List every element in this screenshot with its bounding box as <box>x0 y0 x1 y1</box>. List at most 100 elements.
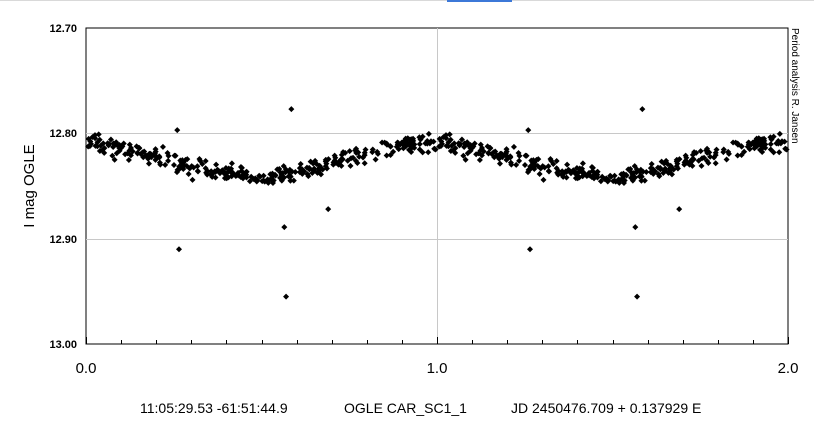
data-point <box>387 152 394 159</box>
data-point <box>126 147 133 154</box>
data-point <box>425 149 432 156</box>
data-point <box>688 156 695 163</box>
data-point <box>477 147 484 154</box>
data-point <box>310 167 317 174</box>
data-point <box>174 127 181 134</box>
data-point <box>467 145 474 152</box>
data-point <box>361 160 368 167</box>
data-point <box>477 141 484 148</box>
data-point <box>699 155 706 162</box>
data-point <box>400 145 407 152</box>
data-point <box>299 170 306 177</box>
data-point <box>394 139 401 146</box>
data-point <box>547 155 554 162</box>
data-point <box>237 163 244 170</box>
data-point <box>283 293 290 300</box>
data-point <box>776 130 783 137</box>
x-axis-ticks: 0.0 1.0 2.0 <box>76 360 799 377</box>
data-point <box>599 173 606 180</box>
data-point <box>650 170 657 177</box>
ephemeris: JD 2450476.709 + 0.137929 E <box>511 400 701 416</box>
y-tick-label: 13.00 <box>49 339 77 351</box>
data-point <box>629 177 636 184</box>
data-point <box>579 160 586 167</box>
data-point <box>425 130 432 137</box>
data-point <box>698 162 705 169</box>
data-point <box>751 145 758 152</box>
data-point <box>634 293 641 300</box>
data-point <box>471 140 478 147</box>
y-tick-label: 12.90 <box>49 234 77 246</box>
data-point <box>228 160 235 167</box>
data-point <box>94 139 101 146</box>
data-point <box>352 157 359 164</box>
data-point <box>507 154 514 161</box>
data-point <box>553 165 560 172</box>
data-point <box>111 156 118 163</box>
data-point <box>521 162 528 169</box>
data-point <box>497 150 504 157</box>
data-point <box>570 167 577 174</box>
data-point <box>416 146 423 153</box>
data-point <box>641 177 648 184</box>
data-point <box>170 162 177 169</box>
data-point <box>746 146 753 153</box>
data-point <box>240 175 247 182</box>
data-point <box>292 168 299 175</box>
data-point <box>165 152 172 159</box>
data-point <box>767 146 774 153</box>
data-point <box>136 145 143 152</box>
data-point <box>536 171 543 178</box>
data-point <box>510 143 517 150</box>
data-point <box>758 136 765 143</box>
data-point <box>199 161 206 168</box>
data-point <box>228 165 235 172</box>
data-point <box>445 139 452 146</box>
data-point <box>550 161 557 168</box>
data-point <box>156 154 163 161</box>
data-point <box>248 173 255 180</box>
data-point <box>159 143 166 150</box>
data-point <box>745 139 752 146</box>
y-tick-label: 12.70 <box>49 23 77 35</box>
data-point <box>116 145 123 152</box>
data-point <box>280 163 287 170</box>
data-point <box>487 145 494 152</box>
data-point <box>712 149 719 156</box>
data-point <box>711 154 718 161</box>
data-point <box>381 139 388 146</box>
data-point <box>104 140 111 147</box>
data-point <box>753 137 760 144</box>
data-point <box>720 149 727 156</box>
data-point <box>411 144 418 151</box>
data-point <box>402 137 409 144</box>
data-point <box>334 159 341 166</box>
data-point <box>767 141 774 148</box>
data-point <box>428 138 435 145</box>
data-point <box>496 160 503 167</box>
data-point <box>209 173 216 180</box>
data-point <box>525 127 532 134</box>
data-point <box>540 176 547 183</box>
data-point <box>325 156 332 163</box>
data-point <box>458 136 465 143</box>
data-point <box>126 141 133 148</box>
data-point <box>734 152 741 159</box>
data-point <box>406 146 413 153</box>
data-point <box>455 140 462 147</box>
data-point <box>214 166 221 173</box>
data-point <box>348 155 355 162</box>
data-point <box>246 178 253 185</box>
data-point <box>337 156 344 163</box>
data-point <box>178 160 185 167</box>
data-point <box>776 149 783 156</box>
data-point <box>779 138 786 145</box>
data-point <box>464 150 471 157</box>
data-point <box>203 169 210 176</box>
data-point <box>287 177 294 184</box>
object-name: OGLE CAR_SC1_1 <box>344 400 467 416</box>
data-point <box>523 152 530 159</box>
data-point <box>113 150 120 157</box>
data-point <box>110 144 117 151</box>
